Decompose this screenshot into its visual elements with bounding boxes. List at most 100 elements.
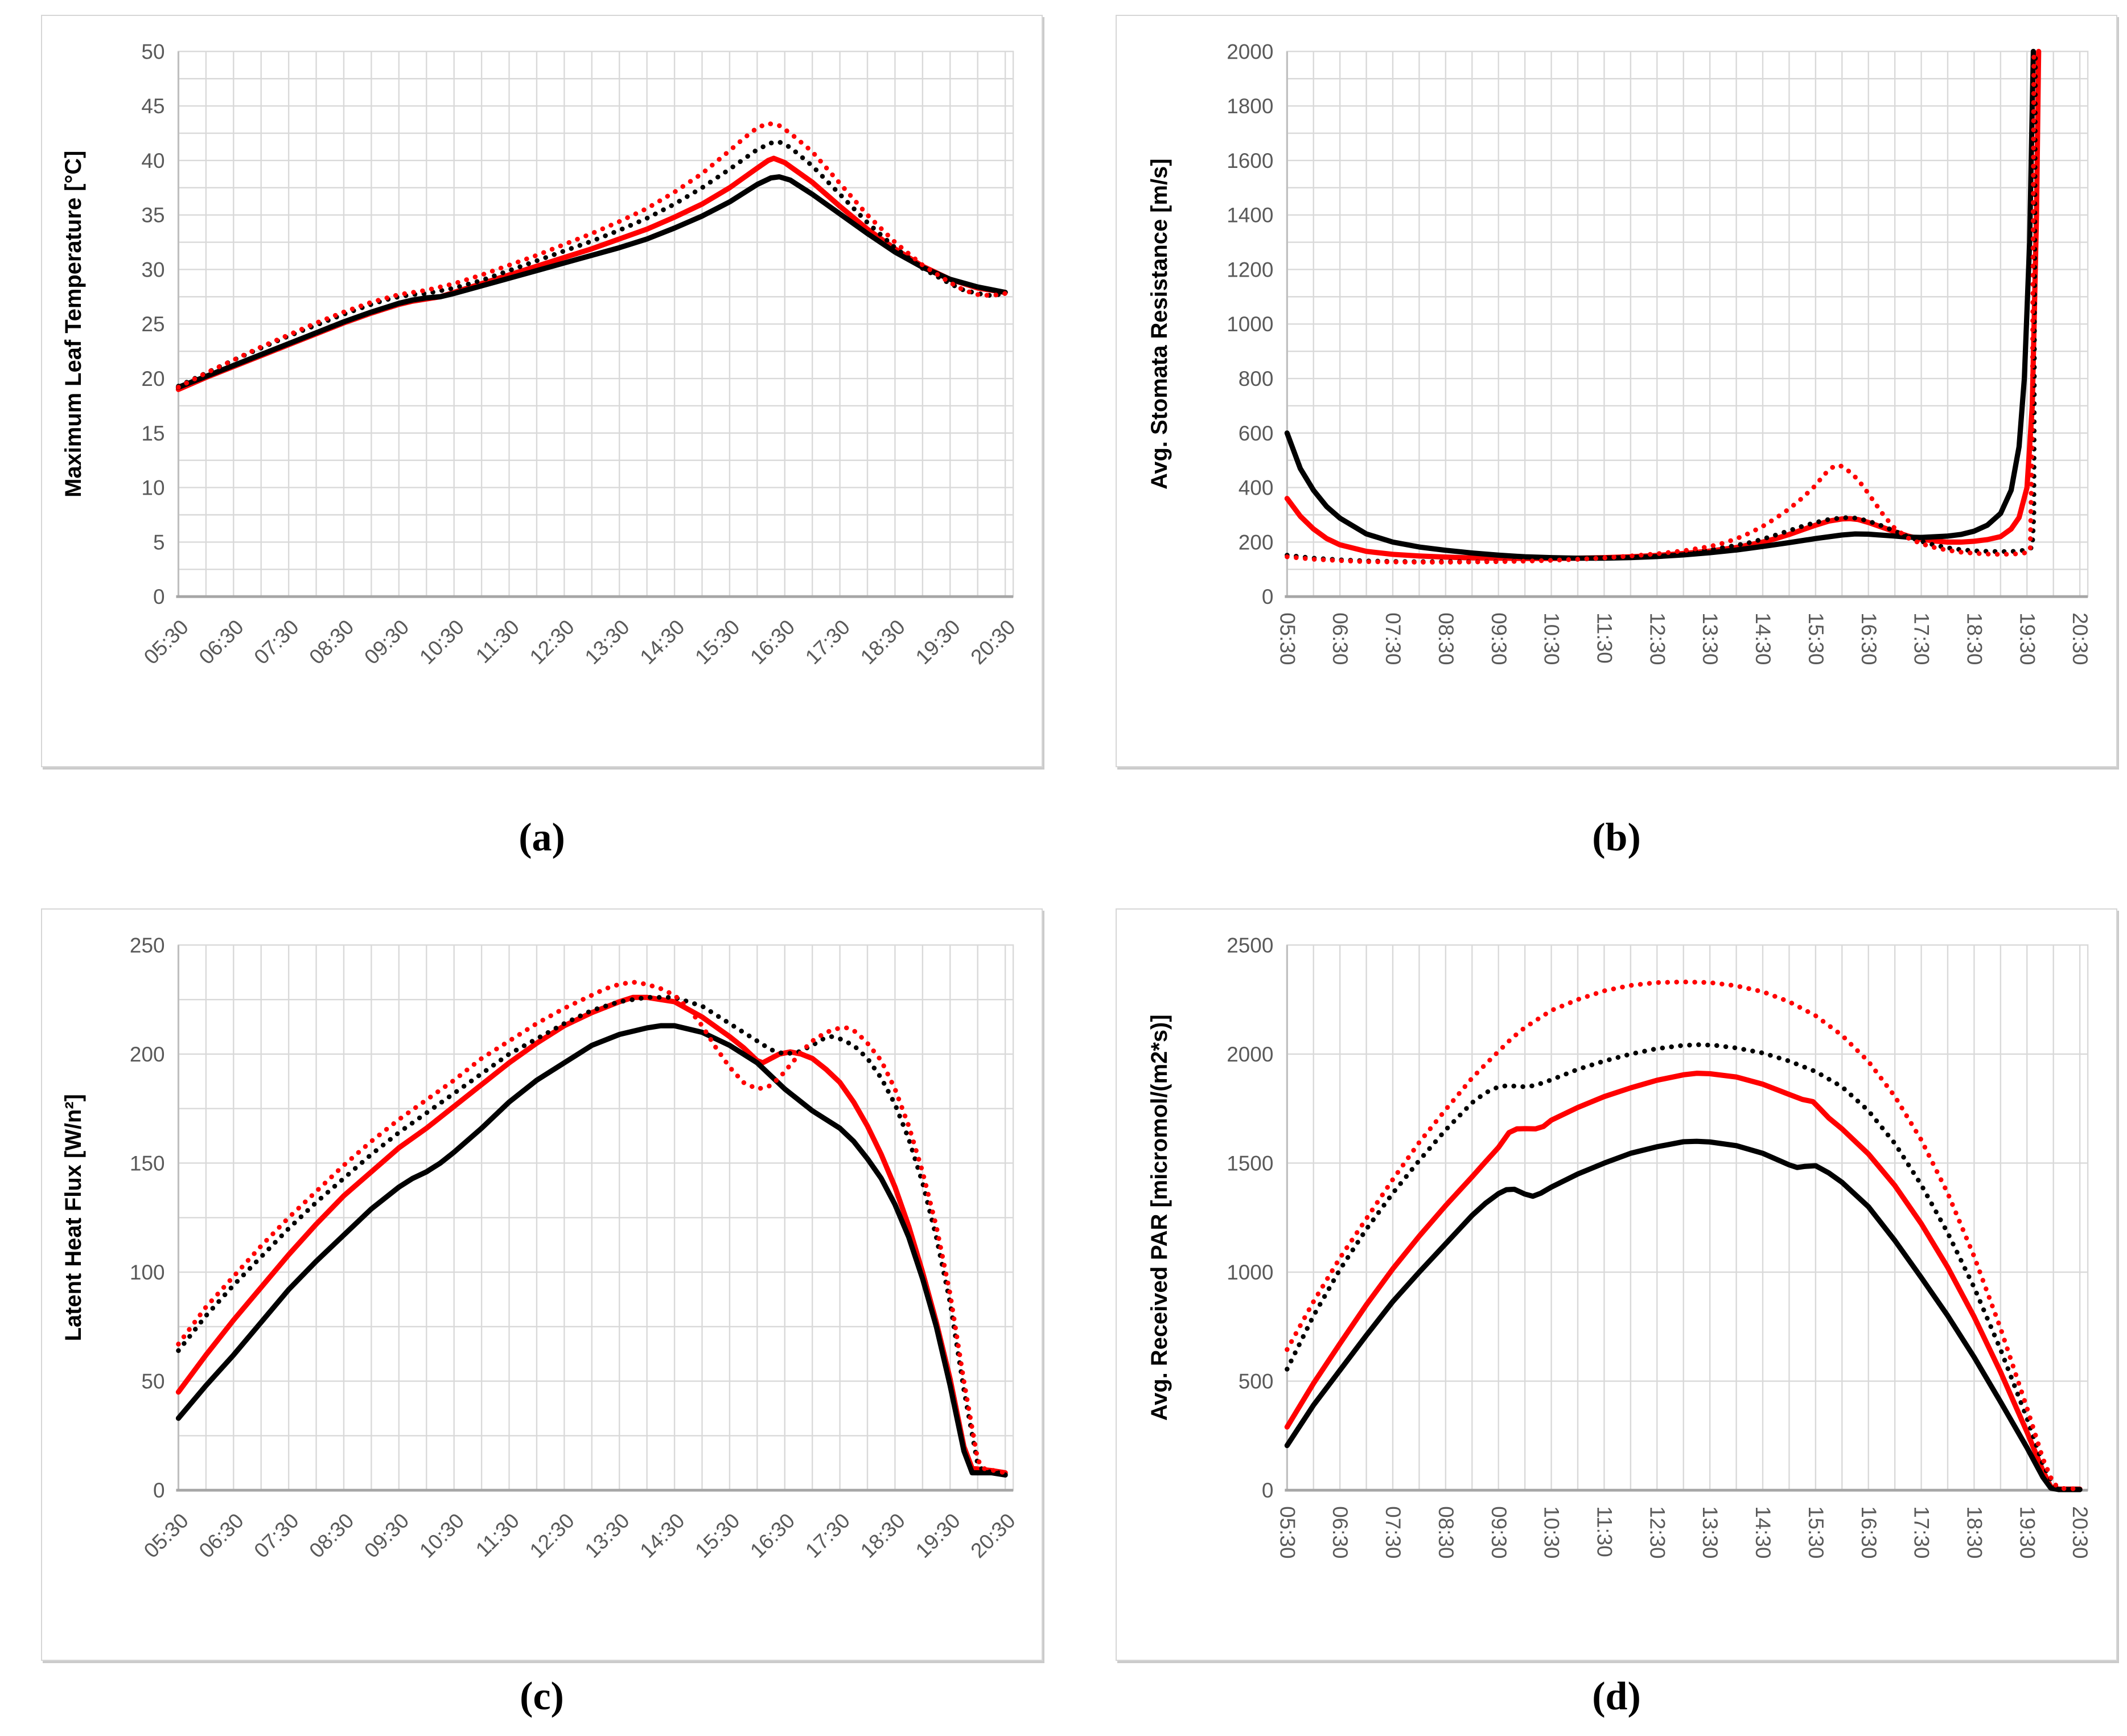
svg-text:15: 15 — [141, 422, 164, 445]
svg-text:18:30: 18:30 — [1963, 612, 1986, 665]
svg-text:09:30: 09:30 — [360, 1509, 413, 1562]
series-solid-black — [1284, 1138, 2083, 1492]
svg-text:1200: 1200 — [1227, 258, 1273, 281]
svg-text:200: 200 — [1239, 530, 1274, 554]
svg-text:45: 45 — [141, 94, 164, 118]
svg-text:18:30: 18:30 — [856, 1509, 910, 1562]
charts-row-top: 0 5 10 15 20 25 30 35 40 45 50 05:30 06:30 07:30 08:30… — [0, 15, 2127, 767]
svg-text:20:30: 20:30 — [2068, 1506, 2092, 1558]
svg-text:100: 100 — [130, 1261, 165, 1284]
svg-text:05:30: 05:30 — [1276, 1506, 1299, 1558]
series-solid-red — [1284, 1071, 2083, 1492]
svg-text:40: 40 — [141, 149, 164, 172]
x-gridlines — [205, 51, 1006, 597]
svg-text:15:30: 15:30 — [1804, 612, 1828, 665]
svg-text:20: 20 — [141, 367, 164, 390]
svg-text:0: 0 — [153, 585, 165, 608]
svg-text:10:30: 10:30 — [415, 615, 468, 669]
captions-row-bottom: (c) (d) — [0, 1661, 2127, 1733]
x-axis-labels: 05:30 06:30 07:30 08:30 09:30 10:30 11:30 12:30… — [139, 1509, 1020, 1562]
series-solid-black — [175, 174, 1008, 390]
chart-panel-d: 0 500 1000 1500 2000 2500 05:30 06:30 07:30 08:30… — [1116, 908, 2117, 1661]
svg-text:20:30: 20:30 — [966, 1509, 1019, 1562]
svg-text:19:30: 19:30 — [2015, 1506, 2039, 1558]
svg-text:250: 250 — [130, 933, 165, 957]
caption-a: (a) — [519, 816, 565, 859]
svg-text:13:30: 13:30 — [581, 1509, 634, 1562]
svg-text:25: 25 — [141, 312, 164, 336]
caption-d: (d) — [1592, 1675, 1641, 1718]
plot-border — [1286, 944, 2089, 1491]
svg-text:500: 500 — [1239, 1370, 1274, 1393]
chart-a-canvas: 0 5 10 15 20 25 30 35 40 45 50 05:30 06:30 07:30 08:30… — [61, 40, 1020, 669]
svg-text:16:30: 16:30 — [1857, 612, 1881, 665]
svg-text:07:30: 07:30 — [249, 1509, 303, 1562]
series-dotted-black — [176, 995, 1008, 1475]
svg-text:13:30: 13:30 — [581, 615, 634, 669]
y-axis-labels: 0 500 1000 1500 2000 2500 — [1227, 933, 1273, 1502]
y-axis-title: Avg. Stomata Resistance [m/s] — [1147, 158, 1172, 489]
series-dotted-red — [1285, 979, 2083, 1492]
svg-text:07:30: 07:30 — [1381, 612, 1405, 665]
svg-text:1600: 1600 — [1227, 149, 1273, 172]
y-axis-title: Maximum Leaf Temperature [°C] — [61, 151, 86, 497]
svg-text:12:30: 12:30 — [1645, 612, 1669, 665]
svg-text:12:30: 12:30 — [525, 1509, 579, 1562]
svg-text:0: 0 — [1262, 585, 1274, 608]
svg-text:18:30: 18:30 — [1963, 1506, 1986, 1558]
svg-text:08:30: 08:30 — [305, 1509, 358, 1562]
chart-d-canvas: 0 500 1000 1500 2000 2500 05:30 06:30 07:30 08:30… — [1147, 933, 2092, 1558]
captions-row-top: (a) (b) — [0, 767, 2127, 908]
x-gridlines — [205, 945, 1006, 1491]
svg-text:11:30: 11:30 — [1593, 612, 1616, 664]
svg-text:07:30: 07:30 — [249, 615, 303, 669]
svg-text:19:30: 19:30 — [2015, 612, 2039, 665]
svg-text:08:30: 08:30 — [1434, 612, 1458, 665]
svg-text:18:30: 18:30 — [856, 615, 910, 669]
series-dotted-black — [1285, 49, 2038, 565]
svg-text:08:30: 08:30 — [305, 615, 358, 669]
y-axis-title: Avg. Received PAR [micromol/(m2*s)] — [1147, 1014, 1172, 1421]
chart-c-canvas: 0 50 100 150 200 250 05:30 06:30 07:30 08:30 09:30… — [61, 933, 1020, 1562]
series-solid-red — [1284, 48, 2042, 561]
svg-text:14:30: 14:30 — [635, 1509, 689, 1562]
svg-text:50: 50 — [141, 40, 164, 63]
svg-text:19:30: 19:30 — [911, 1509, 965, 1562]
series-dotted-red — [176, 980, 1008, 1475]
svg-text:2000: 2000 — [1227, 1043, 1273, 1066]
svg-text:07:30: 07:30 — [1381, 1506, 1405, 1558]
chart-b-canvas: 0 200 400 600 800 1000 1200 1400 1600 1800 2000 05:… — [1147, 40, 2092, 665]
charts-row-bottom: 0 50 100 150 200 250 05:30 06:30 07:30 08:30 09:30… — [0, 908, 2127, 1661]
svg-text:2000: 2000 — [1227, 40, 1273, 63]
chart-panel-b: 0 200 400 600 800 1000 1200 1400 1600 1800 2000 05:… — [1116, 15, 2117, 767]
svg-text:0: 0 — [1262, 1479, 1274, 1502]
svg-text:600: 600 — [1239, 422, 1274, 445]
caption-b: (b) — [1592, 816, 1641, 859]
svg-text:11:30: 11:30 — [471, 615, 524, 668]
svg-text:13:30: 13:30 — [1698, 612, 1722, 665]
svg-text:800: 800 — [1239, 367, 1274, 390]
svg-text:14:30: 14:30 — [1751, 612, 1775, 665]
chart-panel-c: 0 50 100 150 200 250 05:30 06:30 07:30 08:30 09:30… — [41, 908, 1043, 1661]
svg-text:10:30: 10:30 — [1540, 612, 1564, 665]
svg-text:0: 0 — [153, 1479, 165, 1502]
series-solid-black — [175, 1023, 1008, 1478]
svg-text:15:30: 15:30 — [690, 615, 744, 669]
svg-text:05:30: 05:30 — [1276, 612, 1299, 665]
chart-panel-a: 0 5 10 15 20 25 30 35 40 45 50 05:30 06:30 07:30 08:30… — [41, 15, 1043, 767]
caption-c: (c) — [520, 1675, 564, 1718]
svg-text:06:30: 06:30 — [1328, 612, 1352, 665]
svg-text:16:30: 16:30 — [746, 1509, 799, 1562]
svg-text:17:30: 17:30 — [1910, 1506, 1933, 1558]
series-solid-black — [1284, 48, 2037, 561]
svg-text:11:30: 11:30 — [1593, 1506, 1616, 1557]
svg-text:5: 5 — [153, 530, 165, 554]
svg-text:35: 35 — [141, 204, 164, 227]
svg-text:12:30: 12:30 — [1645, 1506, 1669, 1558]
y-gridlines — [178, 998, 1014, 1437]
series-dotted-red — [176, 121, 1008, 390]
y-axis-title: Latent Heat Flux [W/n²] — [61, 1094, 86, 1341]
svg-text:16:30: 16:30 — [1857, 1506, 1881, 1558]
svg-text:09:30: 09:30 — [1487, 1506, 1511, 1558]
